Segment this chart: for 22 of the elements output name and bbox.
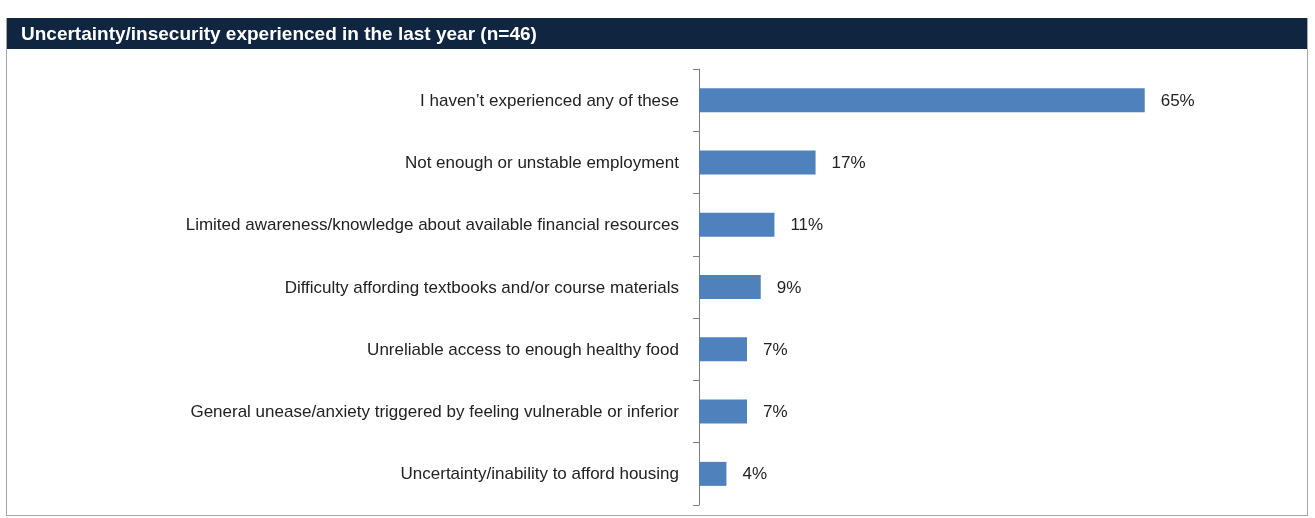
- data-label: 11%: [790, 215, 824, 235]
- bar: [699, 461, 727, 486]
- y-tick-label: Difficulty affording textbooks and/or course materials: [284, 277, 679, 297]
- data-label: 7%: [763, 402, 788, 422]
- data-label: 65%: [1160, 90, 1195, 110]
- data-label: 4%: [742, 464, 768, 484]
- text: Uncertainty/insecurity experienced in the last year (n=46): [7, 18, 1307, 49]
- y-tick-label: I haven’t experienced any of these: [420, 90, 679, 110]
- y-tick-label: General unease/anxiety triggered by feeling vulnerable or inferior: [190, 402, 680, 422]
- bar: [699, 212, 775, 237]
- data-label: 17%: [831, 152, 866, 172]
- y-tick-label: Unreliable access to enough healthy food: [367, 339, 679, 359]
- data-label: 7%: [763, 339, 788, 359]
- data-label: 9%: [776, 277, 802, 297]
- y-tick-label: Limited awareness/knowledge about available financial resources: [185, 215, 679, 235]
- bar: [699, 337, 747, 362]
- bar: [699, 275, 761, 299]
- y-tick-label: Uncertainty/inability to afford housing: [400, 464, 679, 484]
- y-tick-label: Not enough or unstable employment: [404, 152, 680, 172]
- bar: [699, 150, 816, 175]
- bar: [699, 399, 747, 424]
- bar: [699, 88, 1145, 113]
